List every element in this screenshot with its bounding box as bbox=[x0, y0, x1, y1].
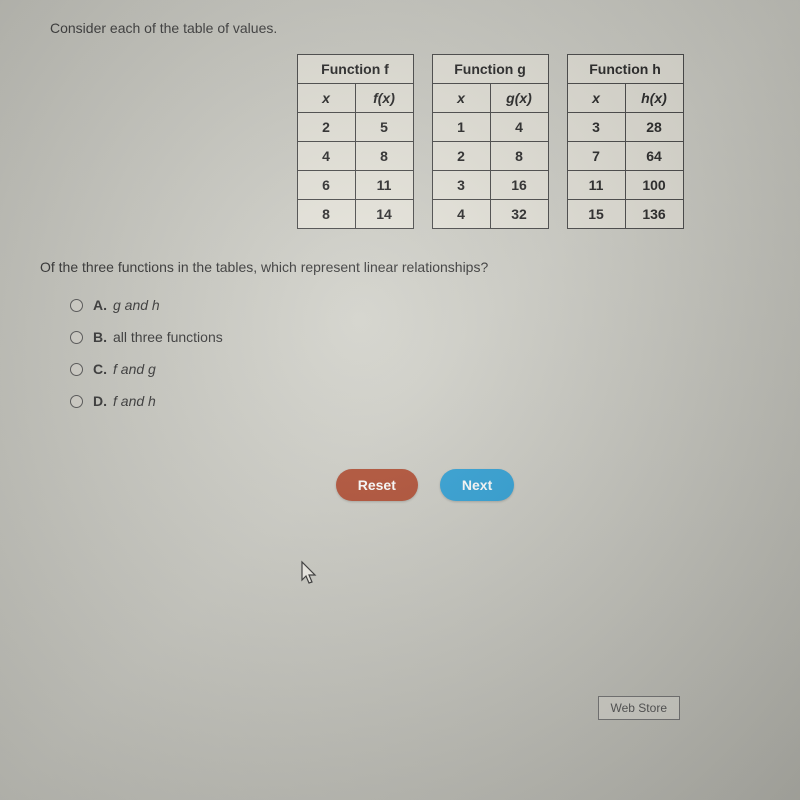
cell: 100 bbox=[625, 171, 683, 200]
table-f-title: Function f bbox=[297, 55, 413, 84]
question-text: Of the three functions in the tables, wh… bbox=[40, 259, 760, 275]
reset-button[interactable]: Reset bbox=[336, 469, 418, 501]
cell: 3 bbox=[567, 113, 625, 142]
cell: 4 bbox=[490, 113, 548, 142]
choices-group: A. g and h B. all three functions C. f and … bbox=[70, 297, 760, 409]
choice-d-letter: D. bbox=[93, 393, 107, 409]
choice-c-letter: C. bbox=[93, 361, 107, 377]
radio-icon[interactable] bbox=[70, 395, 83, 408]
table-row: 814 bbox=[297, 200, 413, 229]
tables-row: Function f x f(x) 25 48 611 814 Function… bbox=[220, 54, 760, 229]
table-row: 764 bbox=[567, 142, 683, 171]
table-row: 25 bbox=[297, 113, 413, 142]
cell: 4 bbox=[432, 200, 490, 229]
cell: 8 bbox=[355, 142, 413, 171]
table-f-col-x: x bbox=[297, 84, 355, 113]
cell: 7 bbox=[567, 142, 625, 171]
table-row: 15136 bbox=[567, 200, 683, 229]
prompt-top: Consider each of the table of values. bbox=[50, 20, 760, 36]
radio-icon[interactable] bbox=[70, 299, 83, 312]
web-store-button[interactable]: Web Store bbox=[598, 696, 680, 720]
cell: 14 bbox=[355, 200, 413, 229]
choice-d-text: f and h bbox=[113, 393, 156, 409]
table-g-title: Function g bbox=[432, 55, 548, 84]
choice-b-text: all three functions bbox=[113, 329, 223, 345]
table-row: 48 bbox=[297, 142, 413, 171]
cell: 1 bbox=[432, 113, 490, 142]
table-g-col-x: x bbox=[432, 84, 490, 113]
table-f: Function f x f(x) 25 48 611 814 bbox=[297, 54, 414, 229]
cell: 5 bbox=[355, 113, 413, 142]
cell: 2 bbox=[297, 113, 355, 142]
table-row: 316 bbox=[432, 171, 548, 200]
choice-c[interactable]: C. f and g bbox=[70, 361, 760, 377]
table-g: Function g x g(x) 14 28 316 432 bbox=[432, 54, 549, 229]
cell: 136 bbox=[625, 200, 683, 229]
cell: 28 bbox=[625, 113, 683, 142]
cursor-icon bbox=[300, 560, 320, 586]
cell: 8 bbox=[297, 200, 355, 229]
table-row: 328 bbox=[567, 113, 683, 142]
cell: 4 bbox=[297, 142, 355, 171]
buttons-row: Reset Next bbox=[90, 469, 760, 501]
table-h-title: Function h bbox=[567, 55, 683, 84]
cell: 8 bbox=[490, 142, 548, 171]
table-h-col-y: h(x) bbox=[625, 84, 683, 113]
choice-c-text: f and g bbox=[113, 361, 156, 377]
cell: 15 bbox=[567, 200, 625, 229]
table-f-col-y: f(x) bbox=[355, 84, 413, 113]
choice-d[interactable]: D. f and h bbox=[70, 393, 760, 409]
cell: 11 bbox=[567, 171, 625, 200]
choice-a-text: g and h bbox=[113, 297, 160, 313]
choice-a-letter: A. bbox=[93, 297, 107, 313]
table-h: Function h x h(x) 328 764 11100 15136 bbox=[567, 54, 684, 229]
table-row: 611 bbox=[297, 171, 413, 200]
table-row: 432 bbox=[432, 200, 548, 229]
cell: 6 bbox=[297, 171, 355, 200]
radio-icon[interactable] bbox=[70, 331, 83, 344]
next-button[interactable]: Next bbox=[440, 469, 514, 501]
cell: 32 bbox=[490, 200, 548, 229]
table-h-col-x: x bbox=[567, 84, 625, 113]
table-row: 11100 bbox=[567, 171, 683, 200]
choice-b-letter: B. bbox=[93, 329, 107, 345]
choice-a[interactable]: A. g and h bbox=[70, 297, 760, 313]
radio-icon[interactable] bbox=[70, 363, 83, 376]
choice-b[interactable]: B. all three functions bbox=[70, 329, 760, 345]
cell: 64 bbox=[625, 142, 683, 171]
cell: 16 bbox=[490, 171, 548, 200]
cell: 2 bbox=[432, 142, 490, 171]
table-row: 28 bbox=[432, 142, 548, 171]
table-row: 14 bbox=[432, 113, 548, 142]
cell: 3 bbox=[432, 171, 490, 200]
cell: 11 bbox=[355, 171, 413, 200]
table-g-col-y: g(x) bbox=[490, 84, 548, 113]
